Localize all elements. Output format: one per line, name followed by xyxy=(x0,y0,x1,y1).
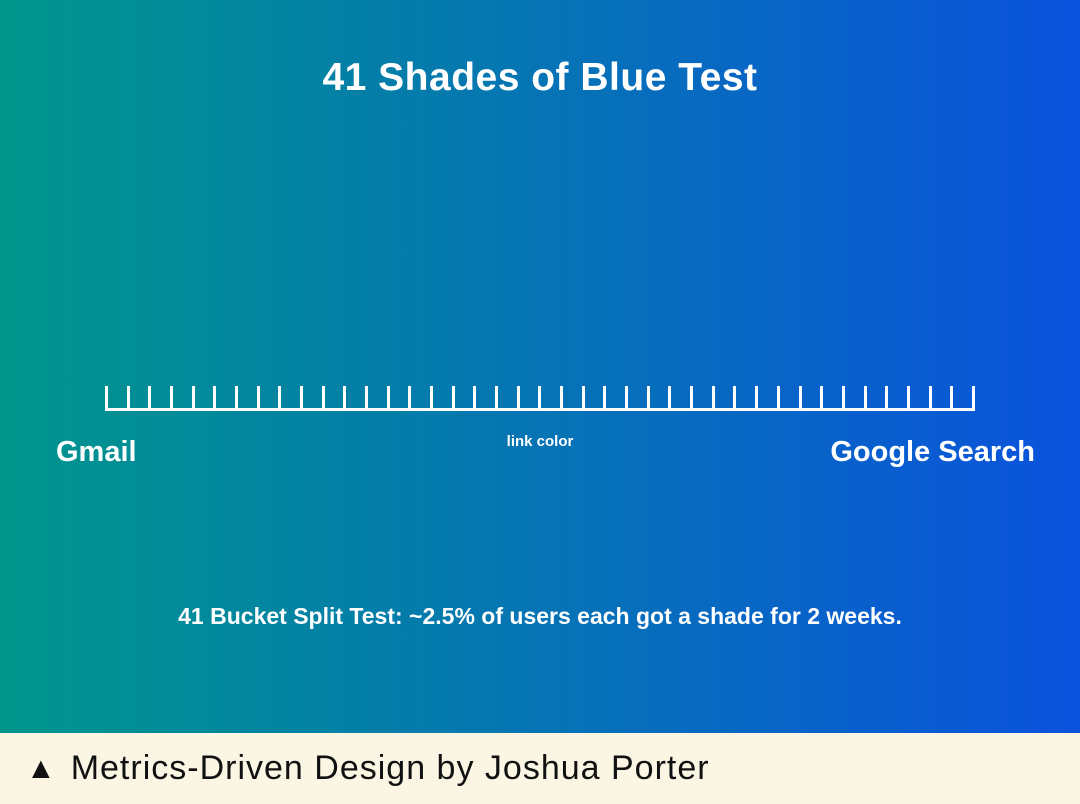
ruler-tick xyxy=(126,386,130,408)
ruler-tick xyxy=(733,386,737,408)
ruler-tick xyxy=(776,386,780,408)
credit-bar: ▲ Metrics-Driven Design by Joshua Porter xyxy=(0,733,1080,804)
slide-caption: 41 Bucket Split Test: ~2.5% of users eac… xyxy=(178,603,902,629)
ruler-tick xyxy=(256,386,260,408)
ruler-tick xyxy=(278,386,282,408)
ruler-tick xyxy=(495,386,499,408)
ruler-tick xyxy=(906,386,910,408)
ruler-tick xyxy=(321,386,325,408)
ruler-tick xyxy=(581,386,585,408)
ruler-tick xyxy=(451,386,455,408)
ruler-tick xyxy=(820,386,824,408)
ruler-tick xyxy=(300,386,304,408)
ruler-tick xyxy=(170,386,174,408)
ruler-tick xyxy=(668,386,672,408)
ruler-tick xyxy=(711,386,715,408)
triangle-icon: ▲ xyxy=(26,751,57,785)
ruler-tick xyxy=(408,386,412,408)
ruler-tick xyxy=(213,386,217,408)
ruler-tick xyxy=(755,386,759,408)
slide-background: 41 Shades of Blue Test Gmail link color … xyxy=(0,0,1080,733)
shade-scale-ruler xyxy=(105,386,975,411)
ruler-center-label: link color xyxy=(506,433,574,450)
ruler-tick xyxy=(538,386,542,408)
ruler-right-label: Google Search xyxy=(830,436,1035,468)
ruler-tick xyxy=(971,386,975,408)
ruler-tick xyxy=(191,386,195,408)
ruler-tick xyxy=(690,386,694,408)
ruler-tick xyxy=(516,386,520,408)
ruler-tick xyxy=(950,386,954,408)
ruler-tick xyxy=(343,386,347,408)
ruler-tick xyxy=(386,386,390,408)
ruler-tick xyxy=(863,386,867,408)
ruler-tick xyxy=(798,386,802,408)
credit-text: Metrics-Driven Design by Joshua Porter xyxy=(70,749,710,787)
ruler-tick xyxy=(148,386,152,408)
ruler-tick xyxy=(841,386,845,408)
ruler-tick xyxy=(885,386,889,408)
slide-title: 41 Shades of Blue Test xyxy=(322,56,758,99)
ruler-tick xyxy=(625,386,629,408)
ruler-tick xyxy=(473,386,477,408)
ruler-left-label: Gmail xyxy=(56,436,137,468)
ruler-tick xyxy=(235,386,239,408)
ruler-tick xyxy=(365,386,369,408)
ruler-tick xyxy=(560,386,564,408)
ruler-tick xyxy=(646,386,650,408)
ruler-tick xyxy=(928,386,932,408)
ruler-tick xyxy=(603,386,607,408)
ruler-tick xyxy=(430,386,434,408)
ruler-tick xyxy=(105,386,108,408)
ruler-ticks xyxy=(105,386,975,408)
